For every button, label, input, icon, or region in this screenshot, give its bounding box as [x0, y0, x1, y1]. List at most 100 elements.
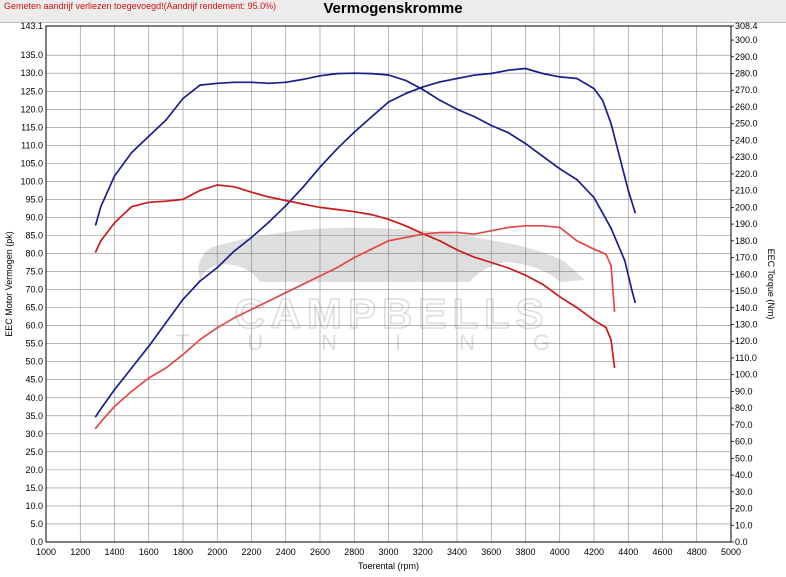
data-point [199, 338, 202, 341]
data-point [541, 155, 544, 158]
ticks: 1000 1200 1400 1600 1800 2000 2200 2400 2600 2800… [20, 21, 757, 557]
data-point [113, 222, 116, 224]
x-tick-label: 4600 [652, 547, 672, 557]
data-point [147, 377, 150, 379]
data-point [250, 236, 253, 239]
data-point [353, 210, 356, 213]
data-point [421, 88, 424, 91]
y2-tick-label: 150.0 [735, 286, 758, 296]
x-tick-label: 2200 [241, 547, 261, 557]
data-point [267, 221, 270, 224]
data-point [182, 353, 184, 356]
data-point [370, 213, 373, 216]
data-point [613, 310, 616, 312]
y-tick-label: 25.0 [25, 447, 43, 457]
x-tick-label: 1400 [104, 547, 124, 557]
data-point [165, 321, 167, 324]
data-point [302, 283, 304, 286]
data-point [130, 151, 133, 154]
series-line-power-stock [94, 184, 616, 368]
data-point [610, 265, 612, 267]
data-point [576, 178, 578, 181]
data-point [101, 419, 104, 421]
y-tick-label: 90.0 [25, 212, 43, 222]
x-tick-label: 5000 [721, 547, 741, 557]
y2-tick-label: 110.0 [735, 353, 757, 363]
x-tick-label: 2400 [276, 547, 296, 557]
efficiency-note: Gemeten aandrijf verliezen toegevoegd!(A… [4, 1, 277, 11]
data-point [593, 319, 595, 322]
y-axis-label: EEC Motor Vermogen (pk) [4, 231, 14, 337]
data-point [199, 84, 202, 86]
x-tick-label: 4200 [584, 547, 604, 557]
data-point [165, 200, 167, 203]
y2-axis-label: EEC Torque (Nm) [766, 249, 776, 320]
data-point [610, 339, 612, 341]
y2-tick-label: 250.0 [735, 119, 758, 129]
data-point [284, 199, 287, 202]
grid [45, 25, 732, 543]
y-tick-label: 143.1 [20, 21, 43, 31]
data-point [113, 388, 116, 391]
y2-tick-label: 120.0 [735, 336, 758, 346]
data-point [216, 326, 219, 329]
data-point [302, 186, 304, 189]
x-tick-label: 3800 [515, 547, 535, 557]
x-tick-label: 4400 [618, 547, 638, 557]
data-point [250, 81, 253, 84]
data-point [250, 191, 253, 194]
data-point [605, 326, 607, 329]
y2-tick-label: 220.0 [735, 169, 758, 179]
data-point [147, 345, 150, 348]
data-point [490, 72, 493, 75]
data-point [473, 74, 475, 77]
y-tick-label: 30.0 [25, 429, 43, 439]
y-tick-label: 110.0 [21, 140, 43, 150]
y-tick-label: 65.0 [25, 303, 43, 313]
data-point [233, 185, 236, 188]
data-point [593, 248, 595, 251]
data-point [302, 203, 304, 206]
data-point [473, 256, 475, 258]
data-point [456, 108, 458, 111]
data-point [130, 205, 133, 208]
data-point [524, 274, 527, 277]
data-point [610, 122, 612, 125]
y-tick-label: 105.0 [20, 158, 43, 168]
x-axis-label: Toerental (rpm) [358, 561, 419, 571]
y-tick-label: 115.0 [21, 122, 43, 132]
data-point [267, 300, 270, 302]
y-tick-label: 5.0 [30, 519, 43, 529]
data-point [353, 72, 356, 75]
data-point [319, 74, 321, 77]
data-point [336, 147, 338, 150]
y2-tick-label: 280.0 [735, 69, 758, 79]
data-point [130, 390, 133, 393]
y-tick-label: 70.0 [25, 285, 43, 295]
y-tick-label: 45.0 [25, 375, 43, 385]
data-point [456, 231, 458, 234]
y2-tick-label: 230.0 [735, 152, 758, 162]
y-tick-label: 125.0 [20, 86, 43, 96]
x-tick-label: 3400 [447, 547, 467, 557]
data-point [94, 427, 97, 430]
data-point [113, 175, 116, 177]
data-point [490, 124, 493, 127]
data-point [387, 101, 390, 103]
data-point [404, 92, 407, 95]
data-point [404, 224, 407, 227]
data-point [147, 135, 150, 138]
x-tick-label: 2000 [207, 547, 227, 557]
y-tick-label: 50.0 [25, 357, 43, 367]
x-tick-label: 3600 [481, 547, 501, 557]
data-point [507, 267, 510, 269]
data-point [473, 233, 475, 236]
data-point [593, 87, 595, 90]
x-tick-label: 1000 [36, 547, 56, 557]
data-point [623, 259, 626, 262]
y2-tick-label: 0.0 [735, 537, 748, 547]
y2-tick-label: 260.0 [735, 102, 758, 112]
y2-tick-label: 130.0 [735, 319, 758, 329]
data-point [627, 189, 630, 192]
x-tick-label: 3000 [378, 547, 398, 557]
